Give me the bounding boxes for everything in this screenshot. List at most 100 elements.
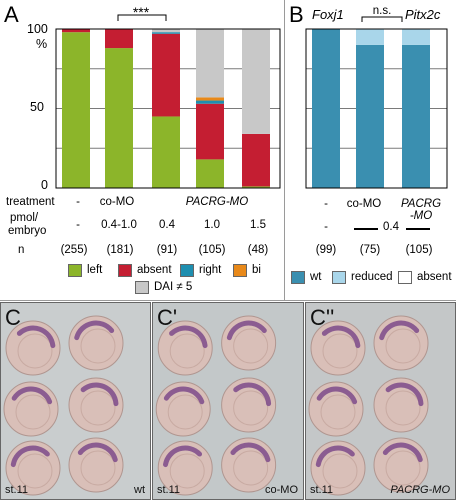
legend-a-label-absent: absent <box>137 264 172 276</box>
panel-c-letter: C <box>5 305 21 330</box>
legend-b-swatch-reduced <box>332 271 346 284</box>
y-tick-100: 100 <box>27 22 48 36</box>
panel-c-condition: wt <box>134 484 145 496</box>
embryo-blastopore <box>17 333 53 369</box>
legend-a-swatch-bi <box>233 264 247 277</box>
embryo-blastopore <box>320 394 356 430</box>
legend-a-swatch-absent <box>118 264 132 277</box>
embryo-image-co-mo <box>153 303 303 499</box>
embryo-blastopore <box>167 394 203 430</box>
legend-a-swatch-dai <box>135 281 149 294</box>
expression-stain <box>321 325 361 349</box>
chart-a-bar-3-right <box>196 100 224 104</box>
legend-b-label-reduced: reduced <box>351 271 393 283</box>
chart-a-bar-0-left <box>62 32 90 189</box>
n-a-1: (181) <box>106 244 134 256</box>
panel-c-stage: st.11 <box>5 484 29 496</box>
significance-b-bracket <box>361 16 403 22</box>
n-b-0: (99) <box>315 244 337 256</box>
legend-b-swatch-wt <box>291 271 305 284</box>
chart-a-bar-3-absent <box>196 103 224 160</box>
embryo-blastopore <box>322 453 358 489</box>
n-a-0: (255) <box>60 244 88 256</box>
panel-c1-stage: st.11 <box>157 484 181 496</box>
chart-a-bar-0-absent <box>62 29 90 33</box>
panel-b-gene: Foxj1 <box>312 7 344 22</box>
expression-stain <box>11 386 53 405</box>
treatment-a-pacrg-mo: PACRG-MO <box>185 196 249 208</box>
chart-a-frame <box>55 28 281 189</box>
significance-b: n.s. <box>372 5 392 17</box>
chart-a-bar-2-dai-5 <box>152 29 180 33</box>
dose-label-1: pmol/ <box>10 212 39 224</box>
legend-b-label-absent: absent <box>417 271 452 283</box>
expression-stain <box>163 445 203 468</box>
expression-stain <box>226 320 267 341</box>
panel-c2-letter: C'' <box>310 305 335 330</box>
panel-divider-ab <box>284 0 285 300</box>
embryo-blastopore <box>17 453 53 489</box>
chart-a-bar-2-right <box>152 32 180 34</box>
expression-stain <box>379 320 420 341</box>
dose-a-1: 0.4-1.0 <box>101 219 137 231</box>
y-tick-50: 50 <box>30 100 44 114</box>
embryo-blastopore <box>233 328 269 364</box>
chart-a <box>55 28 281 189</box>
embryo-blastopore <box>385 390 421 426</box>
y-tick-0: 0 <box>41 178 48 192</box>
embryo-blastopore <box>169 333 205 369</box>
chart-b-bar-1-wt <box>356 44 384 189</box>
expression-stain <box>385 382 424 407</box>
chart-b-bar-1-reduced <box>356 29 384 45</box>
legend-b-label-wt: wt <box>310 271 322 283</box>
chart-b-frame <box>305 28 448 189</box>
panel-c1-condition: co-MO <box>265 484 298 496</box>
embryo-photo-co-mo: C' st.11 co-MO <box>152 302 304 500</box>
dose-b-none: - <box>324 221 328 233</box>
n-a-3: (105) <box>198 244 226 256</box>
panel-divider-row <box>0 300 456 301</box>
legend-a-label-left: left <box>87 264 103 276</box>
panel-c2-stage: st.11 <box>310 484 334 496</box>
n-a-4: (48) <box>247 244 269 256</box>
legend-a-swatch-right <box>180 264 194 277</box>
embryo-photo-wt: C st.11 wt <box>0 302 151 500</box>
embryo-blastopore <box>15 394 51 430</box>
expression-stain <box>10 445 50 468</box>
chart-a-bar-1-absent <box>105 29 133 49</box>
chart-b <box>305 28 448 189</box>
dose-b-value: 0.4 <box>383 221 399 233</box>
dose-b-bars <box>354 228 430 230</box>
chart-a-bar-2-absent <box>152 33 180 117</box>
treatment-b-co-mo: co-MO <box>346 198 382 210</box>
panel-a-gene: Pitx2c <box>405 7 441 22</box>
embryo-blastopore <box>385 328 421 364</box>
embryo-photo-pacrg-mo: C'' st.11 PACRG-MO <box>305 302 456 500</box>
expression-stain <box>233 382 272 407</box>
chart-b-bar-2-reduced <box>402 29 430 45</box>
embryo-blastopore <box>80 450 116 486</box>
expression-stain <box>80 382 119 407</box>
n-label: n <box>18 244 25 256</box>
n-b-2: (105) <box>405 244 433 256</box>
treatment-label: treatment <box>6 196 55 208</box>
embryo-blastopore <box>80 328 116 364</box>
treatment-b-mo: -MO <box>409 210 433 222</box>
expression-stain <box>382 442 423 463</box>
embryo-blastopore <box>169 453 205 489</box>
embryo-blastopore <box>233 450 269 486</box>
embryo-blastopore <box>233 390 269 426</box>
n-b-1: (75) <box>359 244 381 256</box>
treatment-a-co-mo: co-MO <box>99 196 135 208</box>
significance-a-bracket <box>117 14 167 21</box>
dose-a-0: - <box>76 219 80 231</box>
chart-a-bar-2-left <box>152 116 180 188</box>
chart-a-bar-4-left <box>242 186 270 188</box>
chart-a-bar-3-left <box>196 159 224 188</box>
chart-a-bar-3-dai-5 <box>196 29 224 98</box>
dose-label-2: embryo <box>8 225 47 237</box>
panel-b-letter: B <box>289 2 304 27</box>
expression-stain <box>315 445 355 468</box>
panel-a-letter: A <box>4 2 19 27</box>
